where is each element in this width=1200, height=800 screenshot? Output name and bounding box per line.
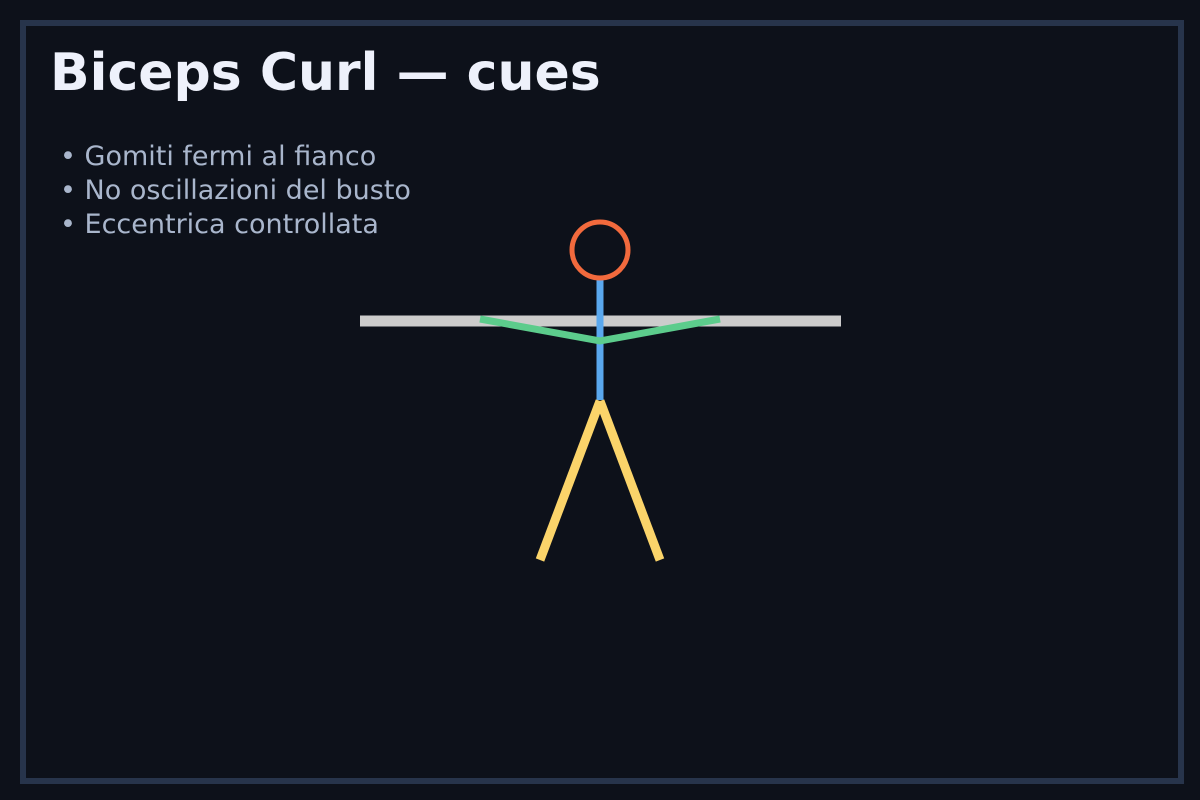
cue-item: Eccentrica controllata — [60, 208, 411, 242]
cue-item: Gomiti fermi al fianco — [60, 140, 411, 174]
slide-frame — [20, 20, 1184, 784]
slide-title: Biceps Curl — cues — [50, 43, 601, 103]
right-leg — [595, 399, 665, 562]
head — [569, 219, 631, 281]
left-leg — [535, 399, 605, 562]
cue-list: Gomiti fermi al fianco No oscillazioni d… — [60, 140, 411, 242]
cue-item: No oscillazioni del busto — [60, 174, 411, 208]
arms — [479, 315, 721, 345]
